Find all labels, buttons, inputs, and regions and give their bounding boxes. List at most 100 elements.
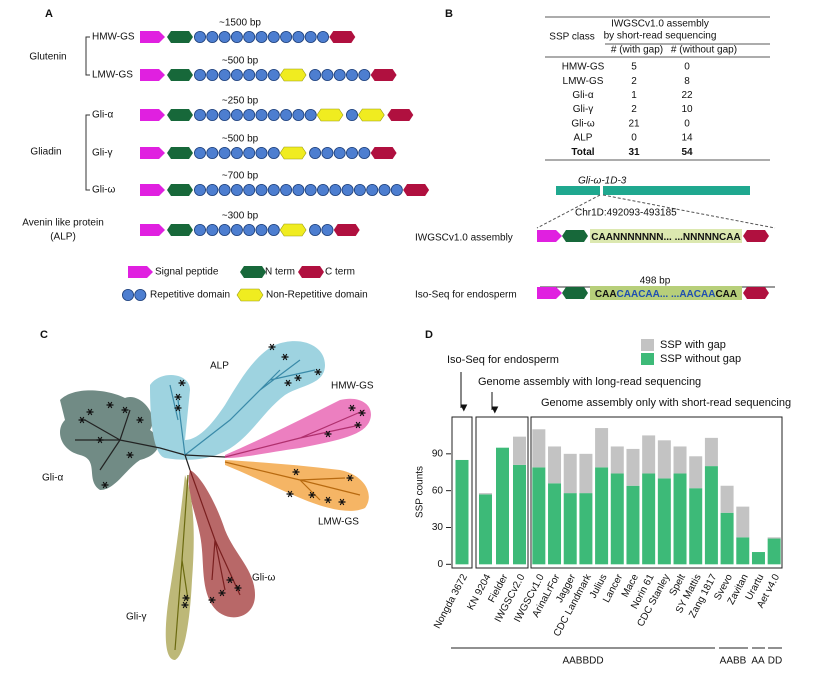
signal-peptide xyxy=(537,287,562,299)
asterisk xyxy=(178,379,186,387)
non-repetitive-domain xyxy=(279,146,307,160)
asterisk xyxy=(294,374,302,382)
asterisk xyxy=(338,498,346,506)
repetitive-domain xyxy=(292,30,305,43)
bar xyxy=(579,453,593,494)
clade-label: Gli-α xyxy=(42,473,64,484)
legend-icon xyxy=(128,266,153,278)
domain-row xyxy=(140,223,360,237)
signal-peptide xyxy=(140,224,165,236)
bar xyxy=(642,435,656,474)
c-term xyxy=(743,287,769,299)
branch xyxy=(224,461,361,501)
repetitive-domain xyxy=(218,183,231,196)
bar xyxy=(563,493,577,565)
bar xyxy=(720,485,734,513)
panel-label: A xyxy=(45,8,53,20)
table-cell: 0 xyxy=(631,133,637,144)
clade-label: Gli-ω xyxy=(252,573,276,584)
repetitive-domain xyxy=(366,183,379,196)
domain-row xyxy=(140,68,397,82)
repetitive-domain xyxy=(345,69,358,82)
bar xyxy=(751,552,765,565)
bar xyxy=(496,447,509,565)
table-cell: 1 xyxy=(631,90,637,101)
repetitive-domain xyxy=(378,183,391,196)
repetitive-domain xyxy=(309,223,322,236)
table-cell: Gli-ω xyxy=(571,118,595,129)
domain-row xyxy=(140,183,430,196)
asterisk xyxy=(284,379,292,387)
asterisk xyxy=(234,584,242,592)
group-label: Gliadin xyxy=(30,147,61,158)
repetitive-domain xyxy=(230,223,243,236)
track-body xyxy=(590,229,742,243)
asterisk xyxy=(101,481,109,489)
repetitive-domain xyxy=(341,183,354,196)
group-label: AABB xyxy=(720,656,747,667)
panel-label: D xyxy=(425,329,433,341)
y-tick-label: 0 xyxy=(437,559,443,570)
signal-peptide xyxy=(140,69,165,81)
repetitive-domain xyxy=(218,109,231,122)
size-label: ~300 bp xyxy=(222,211,259,222)
c-term xyxy=(387,109,414,121)
legend-label: SSP with gap xyxy=(660,339,726,351)
bar xyxy=(704,466,718,565)
row-label: HMW-GS xyxy=(92,32,135,43)
non-repetitive-domain xyxy=(279,68,307,82)
repetitive-domain xyxy=(280,183,293,196)
clade-alp xyxy=(150,341,325,460)
asterisk xyxy=(358,409,366,417)
table-header: IWGSCv1.0 assembly xyxy=(611,19,709,30)
gene-model xyxy=(556,186,600,195)
repetitive-domain xyxy=(243,30,256,43)
repetitive-domain xyxy=(243,69,256,82)
locus-label: Chr1D:492093-493185 xyxy=(575,208,677,219)
asterisk xyxy=(281,353,289,361)
signal-peptide xyxy=(537,230,562,242)
tree xyxy=(60,341,371,660)
annotation: Iso-Seq for endosperm xyxy=(447,354,559,366)
signal-peptide xyxy=(128,266,153,278)
asterisk xyxy=(354,421,362,429)
bracket xyxy=(85,36,90,76)
asterisk xyxy=(314,368,322,376)
clade-hmw xyxy=(225,398,371,458)
clade-gli-omega xyxy=(188,470,255,618)
asterisk xyxy=(174,393,182,401)
zoom-lines xyxy=(536,194,776,229)
branch xyxy=(174,474,189,651)
repetitive-domain xyxy=(292,183,305,196)
asterisk xyxy=(292,468,300,476)
repetitive-domain xyxy=(193,69,206,82)
bar xyxy=(689,488,703,565)
legend-label: Signal peptide xyxy=(155,267,219,278)
repetitive-domain xyxy=(358,146,371,159)
asterisk xyxy=(106,401,114,409)
sequence: CAANNNNNNN... ...NNNNNCAA xyxy=(591,232,740,243)
asterisk xyxy=(96,436,104,444)
row-label: Gli-α xyxy=(92,110,114,121)
repetitive-domain xyxy=(333,69,346,82)
bar xyxy=(704,437,718,467)
branches xyxy=(75,359,366,651)
c-term xyxy=(333,224,360,236)
row-label: Gli-ω xyxy=(92,185,116,196)
asterisk xyxy=(121,406,129,414)
bar xyxy=(657,478,671,565)
asterisk xyxy=(182,594,190,602)
sequence-part: CAA xyxy=(715,289,737,300)
y-tick-label: 90 xyxy=(432,448,444,459)
c-term xyxy=(403,184,430,196)
repetitive-domain xyxy=(280,109,293,122)
repetitive-domain xyxy=(255,69,268,82)
track-label: Iso-Seq for endosperm xyxy=(415,290,517,301)
panel-label: C xyxy=(40,329,48,341)
table-cell: Gli-α xyxy=(572,90,594,101)
table-cell: 2 xyxy=(631,76,637,87)
table-cell: 22 xyxy=(681,90,693,101)
repetitive-domain xyxy=(230,69,243,82)
repetitive-domain xyxy=(218,146,231,159)
repetitive-domain xyxy=(321,146,334,159)
